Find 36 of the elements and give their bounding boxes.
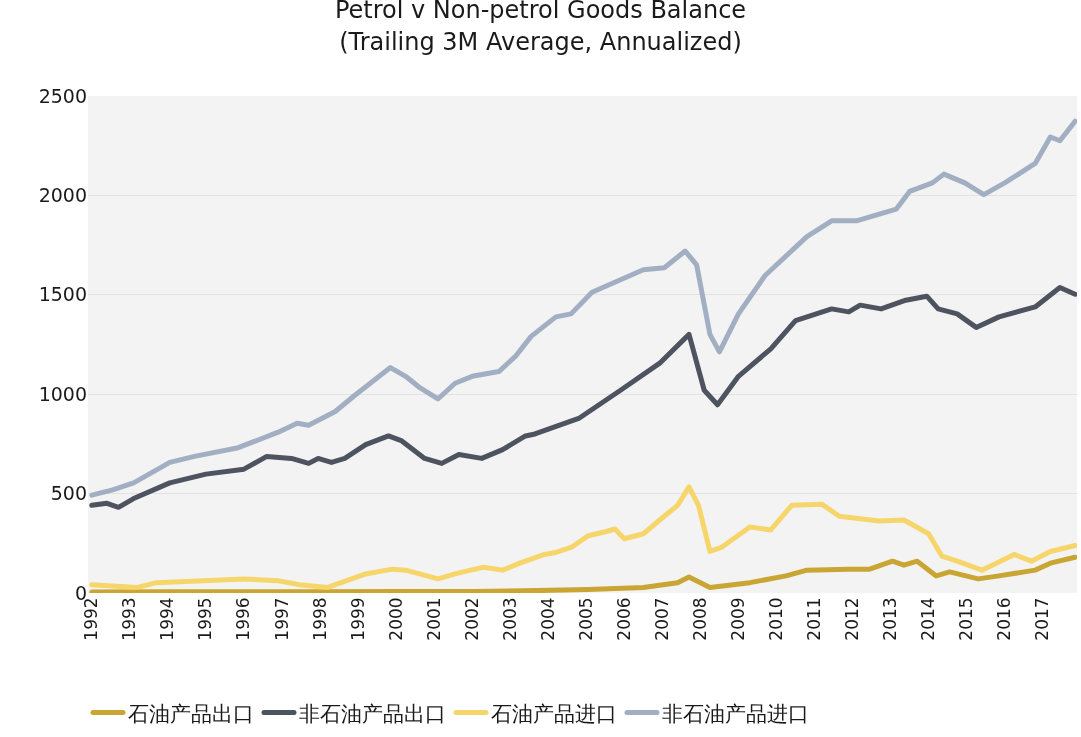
x-tick-label: 2007 <box>651 597 672 641</box>
y-tick-label: 1500 <box>38 283 87 306</box>
y-tick-label: 2500 <box>38 84 87 107</box>
x-tick-label: 1998 <box>309 597 330 641</box>
legend-label: 非石油产品出口 <box>299 701 446 726</box>
x-tick-label: 2012 <box>842 597 863 641</box>
x-tick-label: 2017 <box>1032 597 1053 641</box>
chart-title: Petrol v Non-petrol Goods Balance <box>334 0 747 25</box>
x-tick-label: 1999 <box>347 597 368 641</box>
y-tick-label: 2000 <box>38 184 87 207</box>
x-tick-label: 2006 <box>613 597 634 641</box>
x-tick-label: 2003 <box>499 597 520 641</box>
x-tick-label: 2002 <box>461 597 482 641</box>
legend-label: 石油产品进口 <box>491 701 617 726</box>
x-tick-label: 2001 <box>423 597 444 641</box>
x-tick-label: 2013 <box>880 597 901 641</box>
y-tick-label: 500 <box>50 482 87 505</box>
x-tick-label: 1994 <box>157 597 178 641</box>
x-tick-label: 2005 <box>575 597 596 641</box>
x-tick-label: 1995 <box>195 597 216 641</box>
x-tick-label: 2014 <box>918 597 939 641</box>
legend-label: 非石油产品进口 <box>662 701 809 726</box>
x-tick-label: 1996 <box>233 597 254 641</box>
x-tick-label: 2000 <box>385 597 406 641</box>
x-tick-label: 1997 <box>271 597 292 641</box>
y-tick-label: 1000 <box>38 382 87 405</box>
x-tick-label: 2010 <box>766 597 787 641</box>
x-tick-label: 2004 <box>537 597 558 641</box>
x-tick-label: 1993 <box>119 597 140 641</box>
x-tick-label: 2008 <box>689 597 710 641</box>
x-tick-label: 2016 <box>994 597 1015 641</box>
x-tick-label: 2015 <box>956 597 977 641</box>
legend-label: 石油产品出口 <box>128 701 254 726</box>
x-tick-label: 2011 <box>804 597 825 641</box>
x-tick-label: 2009 <box>727 597 748 641</box>
chart-subtitle: (Trailing 3M Average, Annualized) <box>339 27 742 56</box>
